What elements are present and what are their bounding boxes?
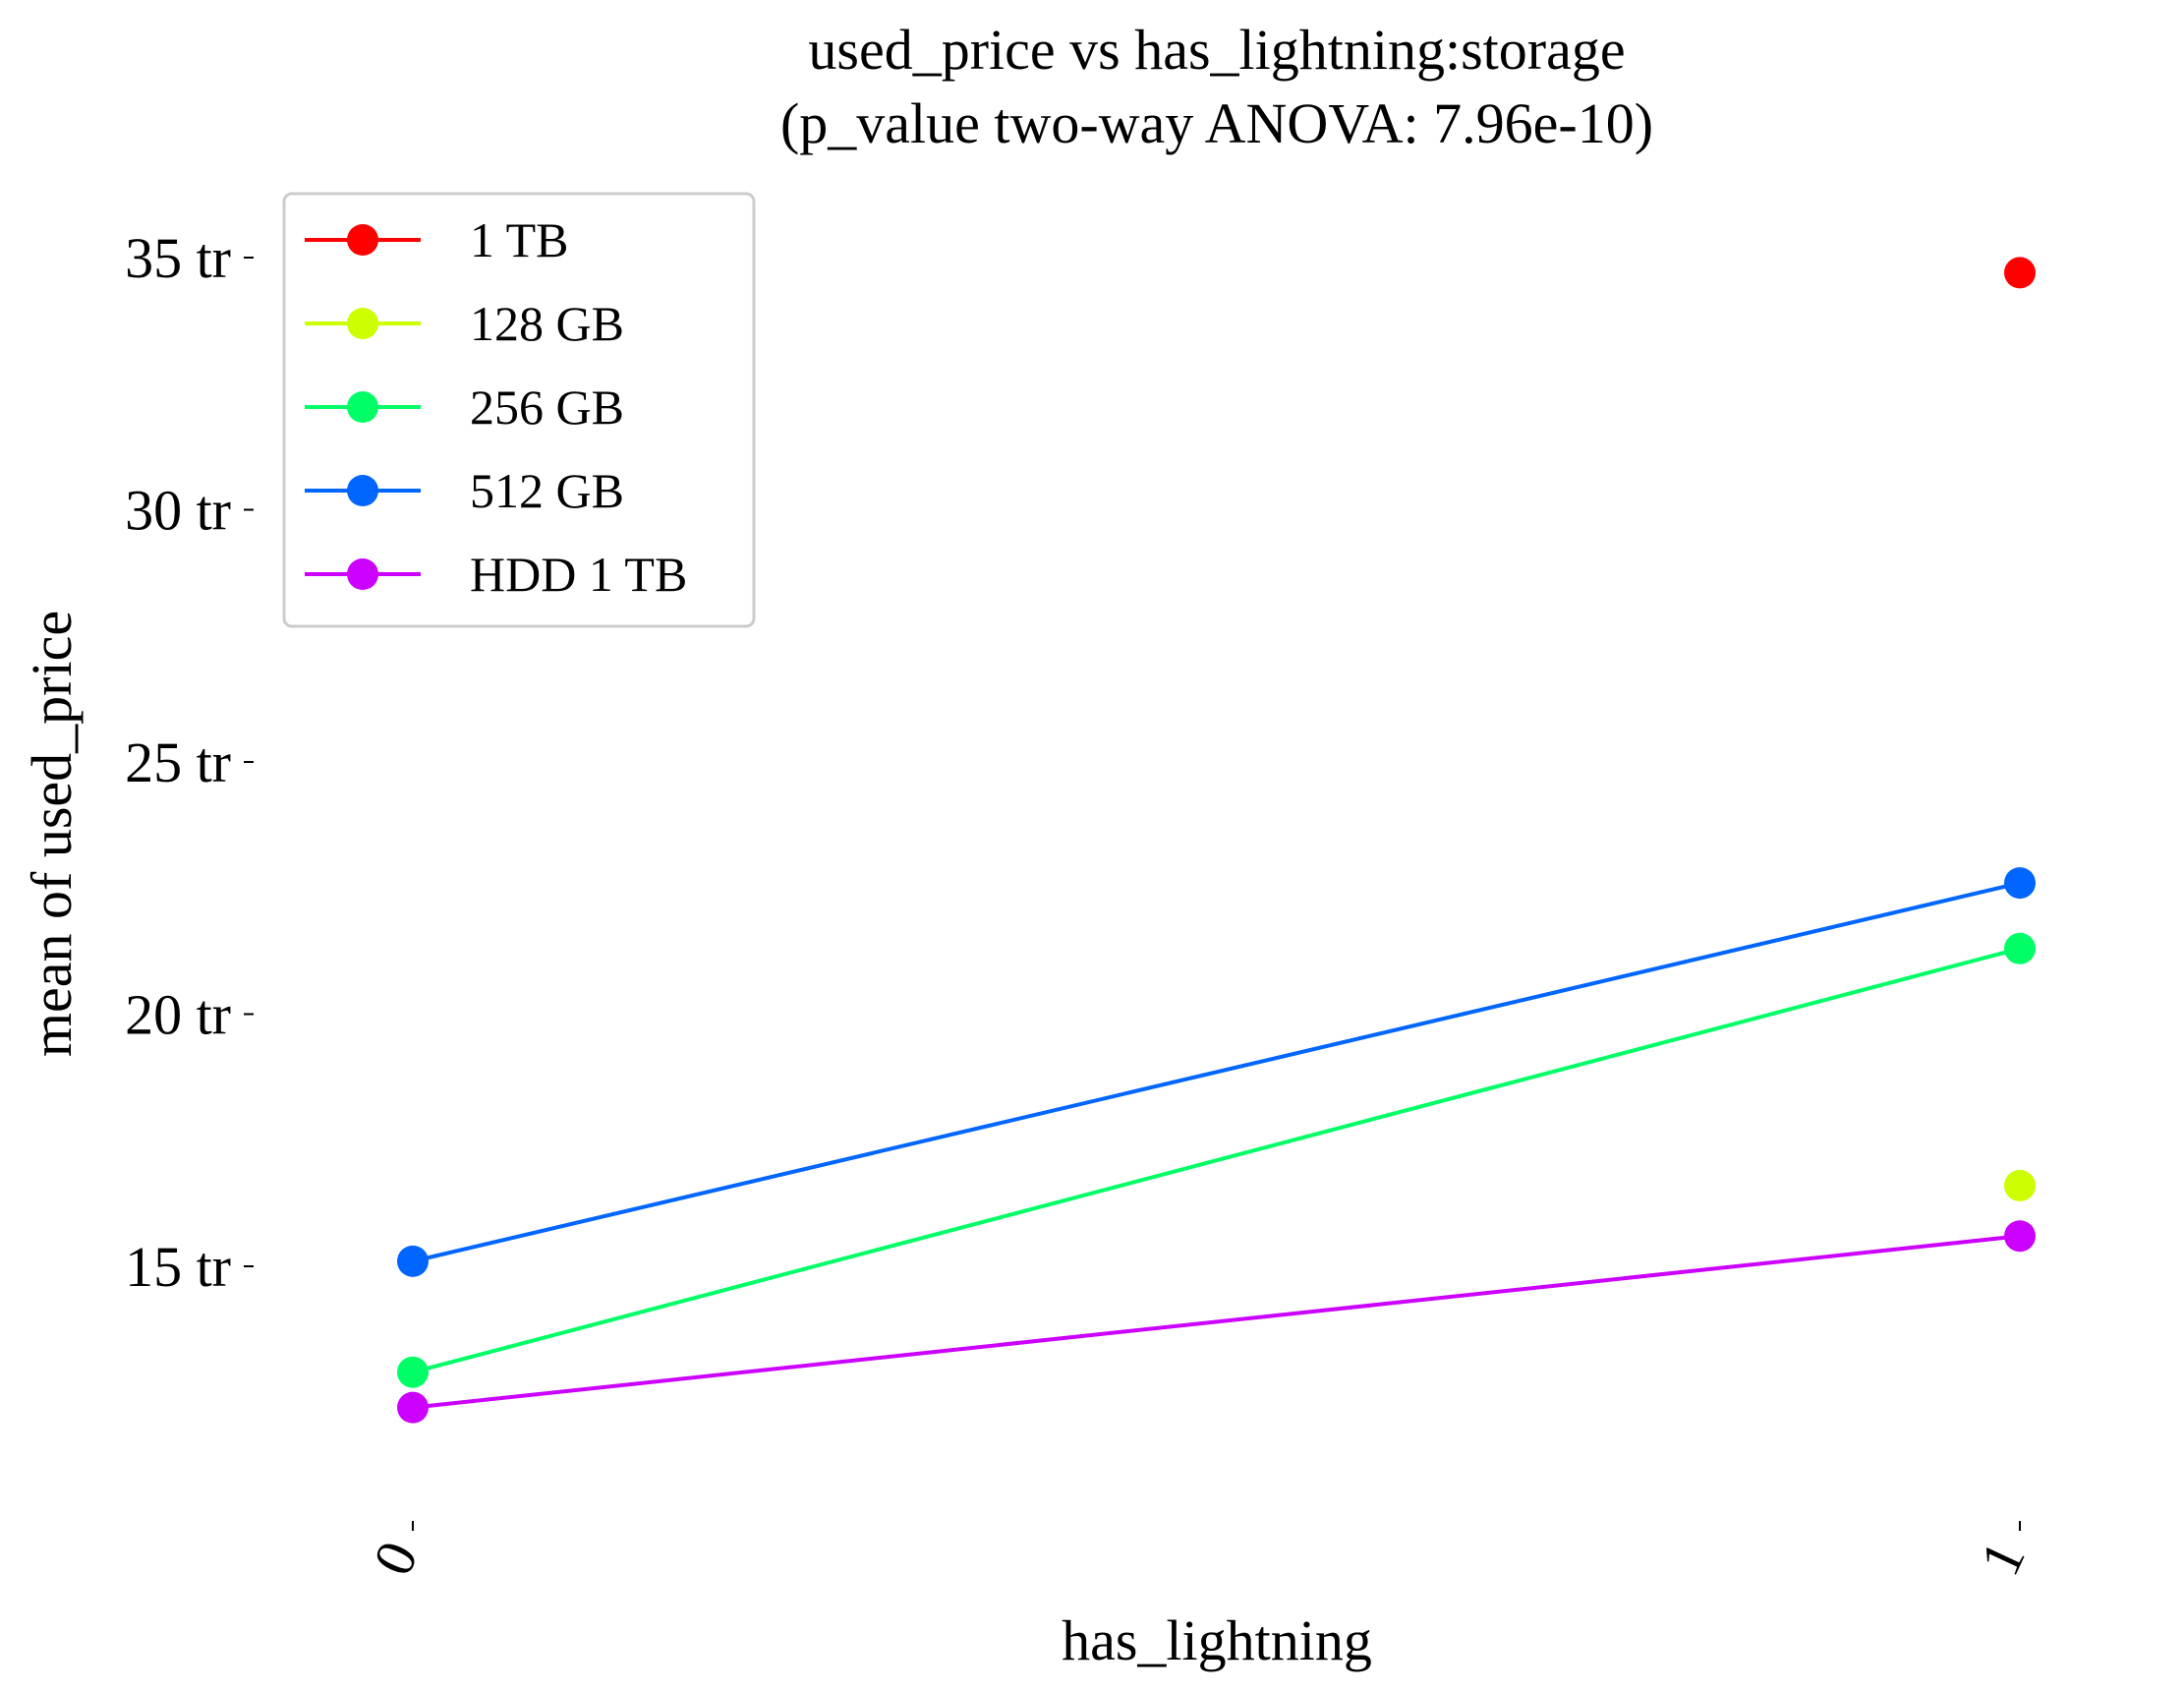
legend-label: 256 GB (470, 379, 624, 435)
y-axis-ticks: 15 tr 20 tr 25 tr 30 tr 35 tr (125, 226, 254, 1299)
x-tick-label: 1 (1968, 1532, 2038, 1585)
chart-title: used_price vs has_lightning:storage (808, 18, 1625, 82)
y-axis-label: mean of used_price (20, 611, 84, 1057)
data-point (2004, 1169, 2036, 1201)
legend: 1 TB 128 GB 256 GB 512 GB HDD 1 TB (282, 192, 756, 628)
legend-label: 512 GB (470, 463, 624, 518)
y-tick-label: 30 tr (125, 479, 231, 543)
legend-label: 128 GB (470, 296, 624, 351)
series-line (412, 946, 2021, 1374)
data-point (397, 1245, 429, 1277)
data-point (2004, 867, 2036, 900)
legend-marker (347, 224, 378, 256)
y-tick-label: 25 tr (125, 730, 231, 794)
legend-box (282, 192, 756, 628)
y-tick-label: 15 tr (125, 1235, 231, 1299)
legend-marker (347, 391, 378, 423)
series-line (412, 1234, 2021, 1410)
legend-label: 1 TB (470, 212, 569, 267)
data-point (2004, 932, 2036, 964)
y-tick-label: 35 tr (125, 226, 231, 290)
x-axis-label: has_lightning (1062, 1608, 1372, 1672)
legend-marker (347, 475, 378, 506)
legend-label: HDD 1 TB (470, 547, 687, 602)
data-point (2004, 1220, 2036, 1253)
x-tick-label: 0 (361, 1532, 431, 1585)
series-lines (412, 881, 2021, 1410)
data-point (397, 1391, 429, 1424)
series-points (397, 257, 2036, 1424)
legend-marker (347, 308, 378, 339)
data-point (397, 1356, 429, 1388)
series-line (412, 881, 2021, 1263)
chart-subtitle: (p_value two-way ANOVA: 7.96e-10) (780, 91, 1653, 155)
y-tick-label: 20 tr (125, 983, 231, 1047)
data-point (2004, 257, 2036, 289)
legend-marker (347, 558, 378, 590)
